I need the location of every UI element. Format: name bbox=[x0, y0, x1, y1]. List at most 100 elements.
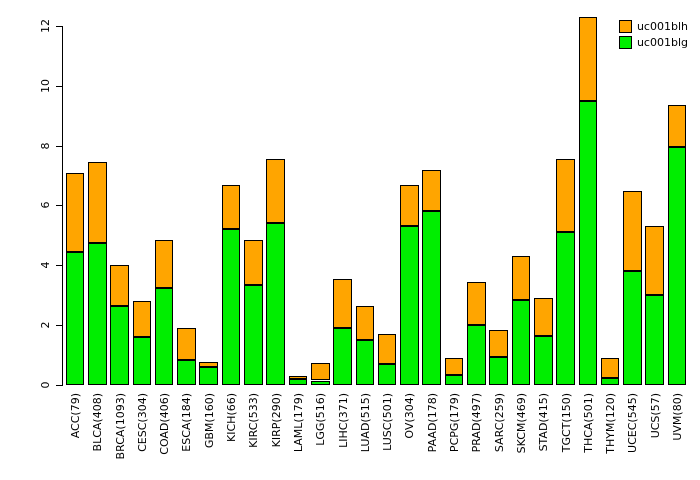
legend-entry: uc001blh bbox=[618, 20, 688, 33]
bar-segment-uc001blh bbox=[244, 239, 263, 285]
y-tick-mark bbox=[56, 385, 62, 386]
bar-segment-uc001blg bbox=[623, 271, 642, 385]
bar-segment-uc001blg bbox=[600, 377, 620, 385]
bar-segment-uc001blh bbox=[645, 226, 664, 296]
y-tick-label: 10 bbox=[39, 78, 52, 93]
bar-segment-uc001blg bbox=[533, 335, 553, 385]
x-tick-label: PRAD(497) bbox=[470, 393, 484, 453]
bar-segment-uc001blg bbox=[65, 251, 85, 385]
bar-segment-uc001blg bbox=[310, 380, 330, 385]
bar-segment-uc001blh bbox=[623, 190, 642, 272]
y-tick-label: 12 bbox=[39, 18, 52, 33]
bar-segment-uc001blh bbox=[444, 358, 464, 375]
bar-segment-uc001blh bbox=[288, 376, 308, 379]
x-tick-label: PCPG(179) bbox=[448, 393, 462, 453]
bar-segment-uc001blh bbox=[489, 329, 508, 357]
x-tick-label: CESC(304) bbox=[135, 393, 149, 452]
bar-segment-uc001blg bbox=[377, 364, 397, 385]
y-tick-mark bbox=[56, 145, 62, 147]
y-tick-label: 0 bbox=[39, 381, 52, 389]
y-tick-label: 4 bbox=[39, 261, 52, 269]
bar-segment-uc001blh bbox=[110, 265, 129, 306]
bar-segment-uc001blg bbox=[444, 374, 464, 385]
x-tick-label: UCEC(545) bbox=[626, 393, 640, 453]
bar-segment-uc001blg bbox=[244, 284, 263, 385]
x-tick-label: ACC(79) bbox=[69, 393, 82, 439]
chart-legend: uc001blh uc001blg bbox=[618, 20, 688, 52]
bar-segment-uc001blg bbox=[266, 223, 285, 385]
bar-segment-uc001blg bbox=[333, 328, 352, 385]
x-tick-label: LGG(516) bbox=[314, 393, 328, 446]
bar-segment-uc001blg bbox=[511, 299, 531, 385]
bar-segment-uc001blh bbox=[177, 328, 196, 360]
bar-segment-uc001blg bbox=[154, 287, 174, 385]
x-tick-label: KIRC(533) bbox=[247, 393, 261, 448]
legend-entry: uc001blg bbox=[618, 36, 688, 49]
x-tick-label: LUSC(501) bbox=[381, 393, 395, 451]
y-tick-label: 2 bbox=[39, 321, 52, 329]
bar-segment-uc001blg bbox=[288, 379, 308, 385]
bar-segment-uc001blg bbox=[556, 232, 575, 385]
bar-segment-uc001blh bbox=[578, 16, 598, 101]
bar-segment-uc001blg bbox=[355, 340, 375, 385]
bar-segment-uc001blh bbox=[266, 159, 285, 224]
legend-label: uc001blg bbox=[636, 36, 688, 49]
bar-segment-uc001blh bbox=[65, 172, 85, 252]
x-tick-label: PAAD(178) bbox=[425, 393, 439, 453]
bar-segment-uc001blg bbox=[489, 356, 508, 385]
bar-segment-uc001blg bbox=[467, 325, 486, 385]
y-tick-mark bbox=[56, 325, 62, 327]
bar-segment-uc001blh bbox=[400, 184, 419, 227]
x-tick-label: UVM(80) bbox=[670, 393, 684, 441]
x-tick-label: LAML(179) bbox=[291, 393, 305, 453]
bar-segment-uc001blg bbox=[578, 100, 598, 385]
bar-segment-uc001blg bbox=[132, 337, 152, 385]
x-tick-label: SKCM(469) bbox=[514, 393, 528, 454]
bar-segment-uc001blh bbox=[600, 358, 620, 378]
bar-segment-uc001blh bbox=[667, 105, 687, 148]
y-tick-mark bbox=[56, 265, 62, 267]
bar-segment-uc001blh bbox=[467, 281, 486, 326]
bar-segment-uc001blg bbox=[667, 147, 687, 385]
legend-label: uc001blh bbox=[636, 20, 688, 33]
x-tick-label: KIRP(290) bbox=[269, 393, 283, 448]
x-tick-label: THYM(120) bbox=[604, 393, 618, 454]
bar-segment-uc001blh bbox=[511, 256, 531, 300]
y-tick-label: 6 bbox=[39, 201, 52, 209]
x-tick-label: THCA(501) bbox=[581, 393, 595, 453]
bar-segment-uc001blh bbox=[533, 298, 553, 336]
bar-segment-uc001blh bbox=[132, 301, 152, 338]
bar-segment-uc001blg bbox=[221, 229, 241, 385]
bar-segment-uc001blh bbox=[377, 334, 397, 365]
x-tick-label: TGCT(150) bbox=[559, 393, 573, 453]
y-tick-label: 8 bbox=[39, 142, 52, 150]
bar-segment-uc001blh bbox=[154, 239, 174, 288]
y-axis-line bbox=[62, 25, 63, 386]
x-tick-label: LUAD(515) bbox=[358, 393, 372, 453]
bar-segment-uc001blh bbox=[556, 159, 575, 233]
x-tick-label: STAD(415) bbox=[537, 393, 551, 452]
bar-segment-uc001blg bbox=[110, 305, 129, 385]
x-tick-label: KICH(66) bbox=[225, 393, 239, 442]
bar-segment-uc001blh bbox=[310, 362, 330, 381]
bar-segment-uc001blh bbox=[88, 162, 107, 243]
y-tick-mark bbox=[56, 85, 62, 87]
x-tick-label: UCS(57) bbox=[648, 393, 662, 439]
x-tick-label: SARC(259) bbox=[492, 393, 506, 453]
bar-segment-uc001blg bbox=[177, 359, 196, 385]
bar-segment-uc001blg bbox=[199, 367, 219, 385]
bar-segment-uc001blh bbox=[221, 184, 241, 230]
x-tick-label: GBM(160) bbox=[202, 393, 216, 449]
legend-swatch-icon bbox=[618, 36, 632, 49]
bar-segment-uc001blg bbox=[88, 242, 107, 385]
legend-swatch-icon bbox=[618, 20, 632, 33]
y-tick-mark bbox=[56, 205, 62, 207]
bar-segment-uc001blg bbox=[645, 295, 664, 385]
bar-segment-uc001blh bbox=[355, 305, 375, 341]
bar-segment-uc001blh bbox=[199, 361, 219, 368]
x-tick-label: COAD(406) bbox=[158, 393, 172, 455]
x-tick-label: ESCA(184) bbox=[180, 393, 194, 452]
x-tick-label: BRCA(1093) bbox=[113, 393, 127, 460]
bar-segment-uc001blh bbox=[333, 278, 352, 329]
